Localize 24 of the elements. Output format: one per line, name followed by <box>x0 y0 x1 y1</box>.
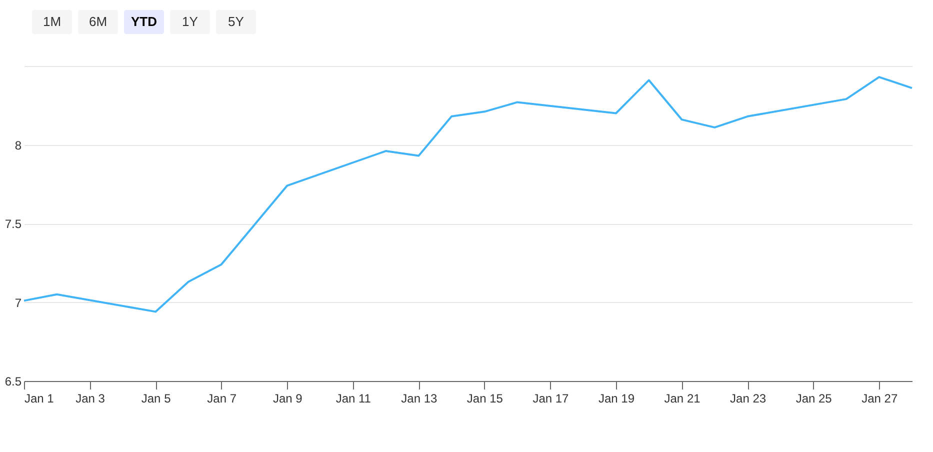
text: 1M <box>42 14 62 29</box>
x-tick-label: Jan 3 <box>76 392 106 406</box>
text: YTD <box>131 14 157 29</box>
y-tick-label: 7 <box>14 296 22 310</box>
y-tick-label: 8 <box>14 138 22 152</box>
x-tick-label: Jan 23 <box>730 392 766 406</box>
x-tick-label: Jan 27 <box>862 392 898 406</box>
text: 1Y <box>182 14 198 29</box>
x-tick-label: Jan 21 <box>664 392 701 406</box>
text: 6M <box>88 14 108 29</box>
line-series <box>23 76 913 313</box>
x-tick-label: Jan 25 <box>796 392 832 406</box>
x-tick-label: Jan 9 <box>272 392 303 406</box>
x-tick-label: Jan 7 <box>207 392 237 406</box>
x-tick-label: Jan 13 <box>401 392 438 406</box>
x-tick-label: Jan 17 <box>532 392 570 406</box>
text: 5Y <box>228 14 244 29</box>
x-tick-label: Jan 19 <box>598 392 635 406</box>
x-tick-label: Jan 1 <box>24 392 54 406</box>
x-tick-label: Jan 5 <box>141 392 172 406</box>
x-tick-label: Jan 15 <box>466 392 504 406</box>
x-tick-label: Jan 11 <box>336 392 372 406</box>
y-tick-label: 6.5 <box>4 374 22 388</box>
y-tick-label: 7.5 <box>4 217 22 231</box>
